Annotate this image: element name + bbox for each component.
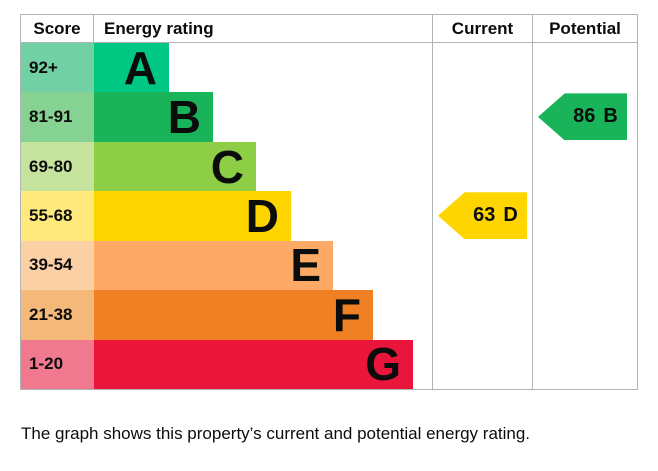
potential-column: Potential 86 B <box>533 15 637 389</box>
band-letter: C <box>210 140 244 193</box>
band-score: 21-38 <box>21 290 94 340</box>
potential-rating-value: 86 <box>573 105 596 128</box>
band-bar: F <box>94 288 373 341</box>
band-letter: F <box>332 288 361 341</box>
band-letter: B <box>167 91 201 144</box>
potential-rating-arrow: 86 B <box>538 93 627 141</box>
current-rating-value: 63 <box>473 204 496 227</box>
band-letter: G <box>365 338 401 391</box>
potential-rating-letter: B <box>603 105 618 128</box>
energy-rating-column-header: Energy rating <box>104 18 214 38</box>
band-bar: A <box>94 41 169 94</box>
band-row-a: 92+ A <box>21 41 432 94</box>
potential-column-header: Potential <box>533 15 637 43</box>
score-column-header: Score <box>21 15 94 42</box>
band-row-e: 39-54 E <box>21 239 432 292</box>
bands-region: Score Energy rating 92+ A 81-91 B 69-80 … <box>21 15 432 389</box>
band-row-c: 69-80 C <box>21 140 432 193</box>
band-score: 69-80 <box>21 141 94 192</box>
band-row-g: 1-20 G <box>21 338 432 391</box>
band-bar: C <box>94 140 256 193</box>
band-bar: B <box>94 91 213 144</box>
band-bar: G <box>94 338 413 391</box>
band-letter: A <box>123 41 157 94</box>
band-row-d: 55-68 D <box>21 189 432 242</box>
band-bar: D <box>94 189 291 242</box>
current-column: Current 63 D <box>432 15 533 389</box>
left-header-row: Score Energy rating <box>21 15 432 43</box>
band-score: 39-54 <box>21 240 94 291</box>
band-score: 92+ <box>21 43 94 93</box>
band-row-f: 21-38 F <box>21 288 432 341</box>
current-column-header: Current <box>433 15 532 43</box>
band-score: 81-91 <box>21 92 94 142</box>
energy-rating-chart: Score Energy rating 92+ A 81-91 B 69-80 … <box>20 14 638 390</box>
band-score: 1-20 <box>21 339 94 389</box>
band-score: 55-68 <box>21 191 94 241</box>
current-rating-arrow: 63 D <box>438 192 527 240</box>
band-row-b: 81-91 B <box>21 91 432 144</box>
band-letter: D <box>245 189 279 242</box>
chart-caption: The graph shows this property’s current … <box>21 424 531 443</box>
band-letter: E <box>290 239 321 292</box>
current-rating-letter: D <box>503 204 518 227</box>
band-bar: E <box>94 239 333 292</box>
